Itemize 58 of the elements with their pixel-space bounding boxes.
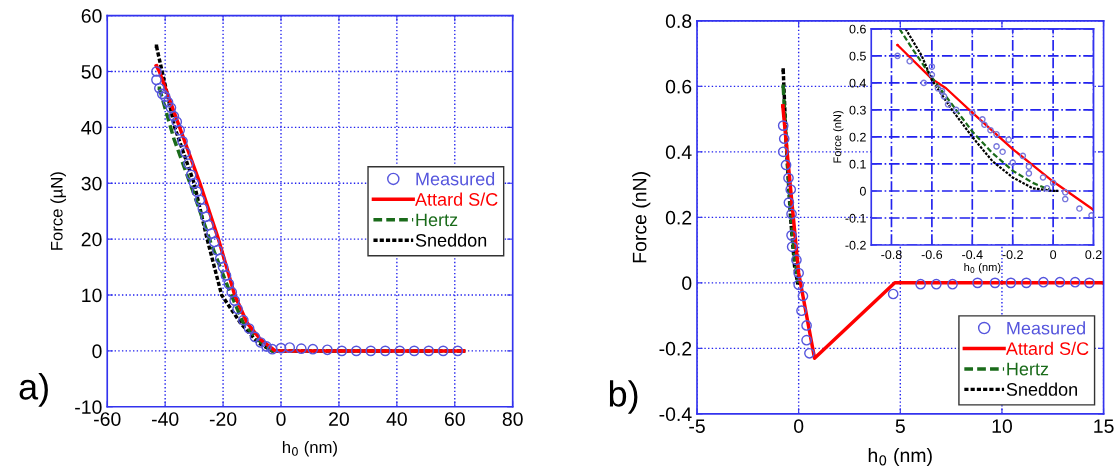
text: a) [19, 373, 48, 407]
x-tick-label: -0.8 [881, 250, 902, 260]
legend-label: Hertz [416, 213, 458, 227]
legend-label: Attard S/C [415, 192, 498, 206]
y-tick-label: 0.4 [849, 78, 867, 88]
x-tick-label: 0 [276, 412, 286, 426]
y-tick-label: 0.3 [849, 105, 866, 115]
x-tick-label: 40 [386, 412, 407, 426]
x-tick-label: -40 [151, 412, 179, 426]
y-tick-label: 0.5 [849, 51, 866, 61]
y-tick-label: 0.4 [665, 145, 692, 160]
y-tick-label: 0 [859, 186, 866, 196]
x-tick-label: -0.2 [1002, 250, 1023, 260]
legend-label: Sneddon [415, 233, 487, 247]
legend-label: Attard S/C [1005, 341, 1089, 355]
y-tick-label: -0.2 [845, 240, 866, 250]
y-tick-label: 0.6 [849, 24, 866, 34]
y-tick-label: 60 [81, 9, 102, 23]
x-axis-title: h$_{0}$ (nm) [282, 440, 337, 457]
y-tick-label: 0 [682, 276, 692, 291]
legend-label: Measured [1007, 321, 1085, 335]
y-axis-title: Force (nN) [833, 111, 844, 163]
y-axis-title: Force (µN) [50, 172, 66, 250]
x-tick-label: 0 [794, 419, 804, 434]
x-tick-label: 60 [444, 412, 465, 426]
y-tick-label: 50 [81, 64, 102, 79]
x-tick-label: -5 [689, 419, 705, 434]
x-tick-label: 80 [502, 412, 523, 426]
y-tick-label: 0.2 [665, 210, 692, 225]
x-tick-label: -0.4 [962, 250, 983, 260]
legend-label: Sneddon [1006, 382, 1077, 396]
x-tick-label: 5 [895, 419, 905, 434]
text: b) [609, 380, 638, 414]
x-tick-label: -0.6 [921, 250, 943, 260]
y-tick-label: 0.8 [665, 14, 692, 29]
y-tick-label: -0.2 [659, 341, 692, 356]
x-axis-title: h$_{0}$ (nm) [964, 262, 1001, 274]
y-tick-label: -0.1 [845, 213, 866, 223]
legend-label: Measured [416, 172, 495, 186]
y-tick-label: 20 [81, 232, 102, 247]
y-tick-label: 40 [81, 120, 102, 135]
x-tick-label: 15 [1094, 419, 1114, 434]
x-tick-label: -60 [94, 412, 121, 426]
x-tick-label: -20 [209, 412, 237, 426]
y-tick-label: 0.2 [849, 132, 866, 142]
y-tick-label: 0.1 [849, 159, 866, 169]
x-tick-label: 0 [1050, 250, 1057, 260]
y-tick-label: 10 [82, 288, 102, 303]
x-tick-label: 20 [329, 412, 349, 426]
x-axis-title: h$_{0}$ (nm) [868, 447, 932, 467]
y-tick-label: 30 [81, 176, 102, 191]
y-tick-label: 0.6 [665, 79, 692, 94]
y-axis-title: Force (nN) [632, 172, 651, 263]
y-tick-label: 0 [92, 344, 102, 359]
y-tick-label: -10 [75, 400, 102, 415]
x-tick-label: 10 [992, 419, 1012, 434]
x-tick-label: 0.2 [1085, 250, 1102, 260]
legend-label: Hertz [1007, 362, 1049, 376]
